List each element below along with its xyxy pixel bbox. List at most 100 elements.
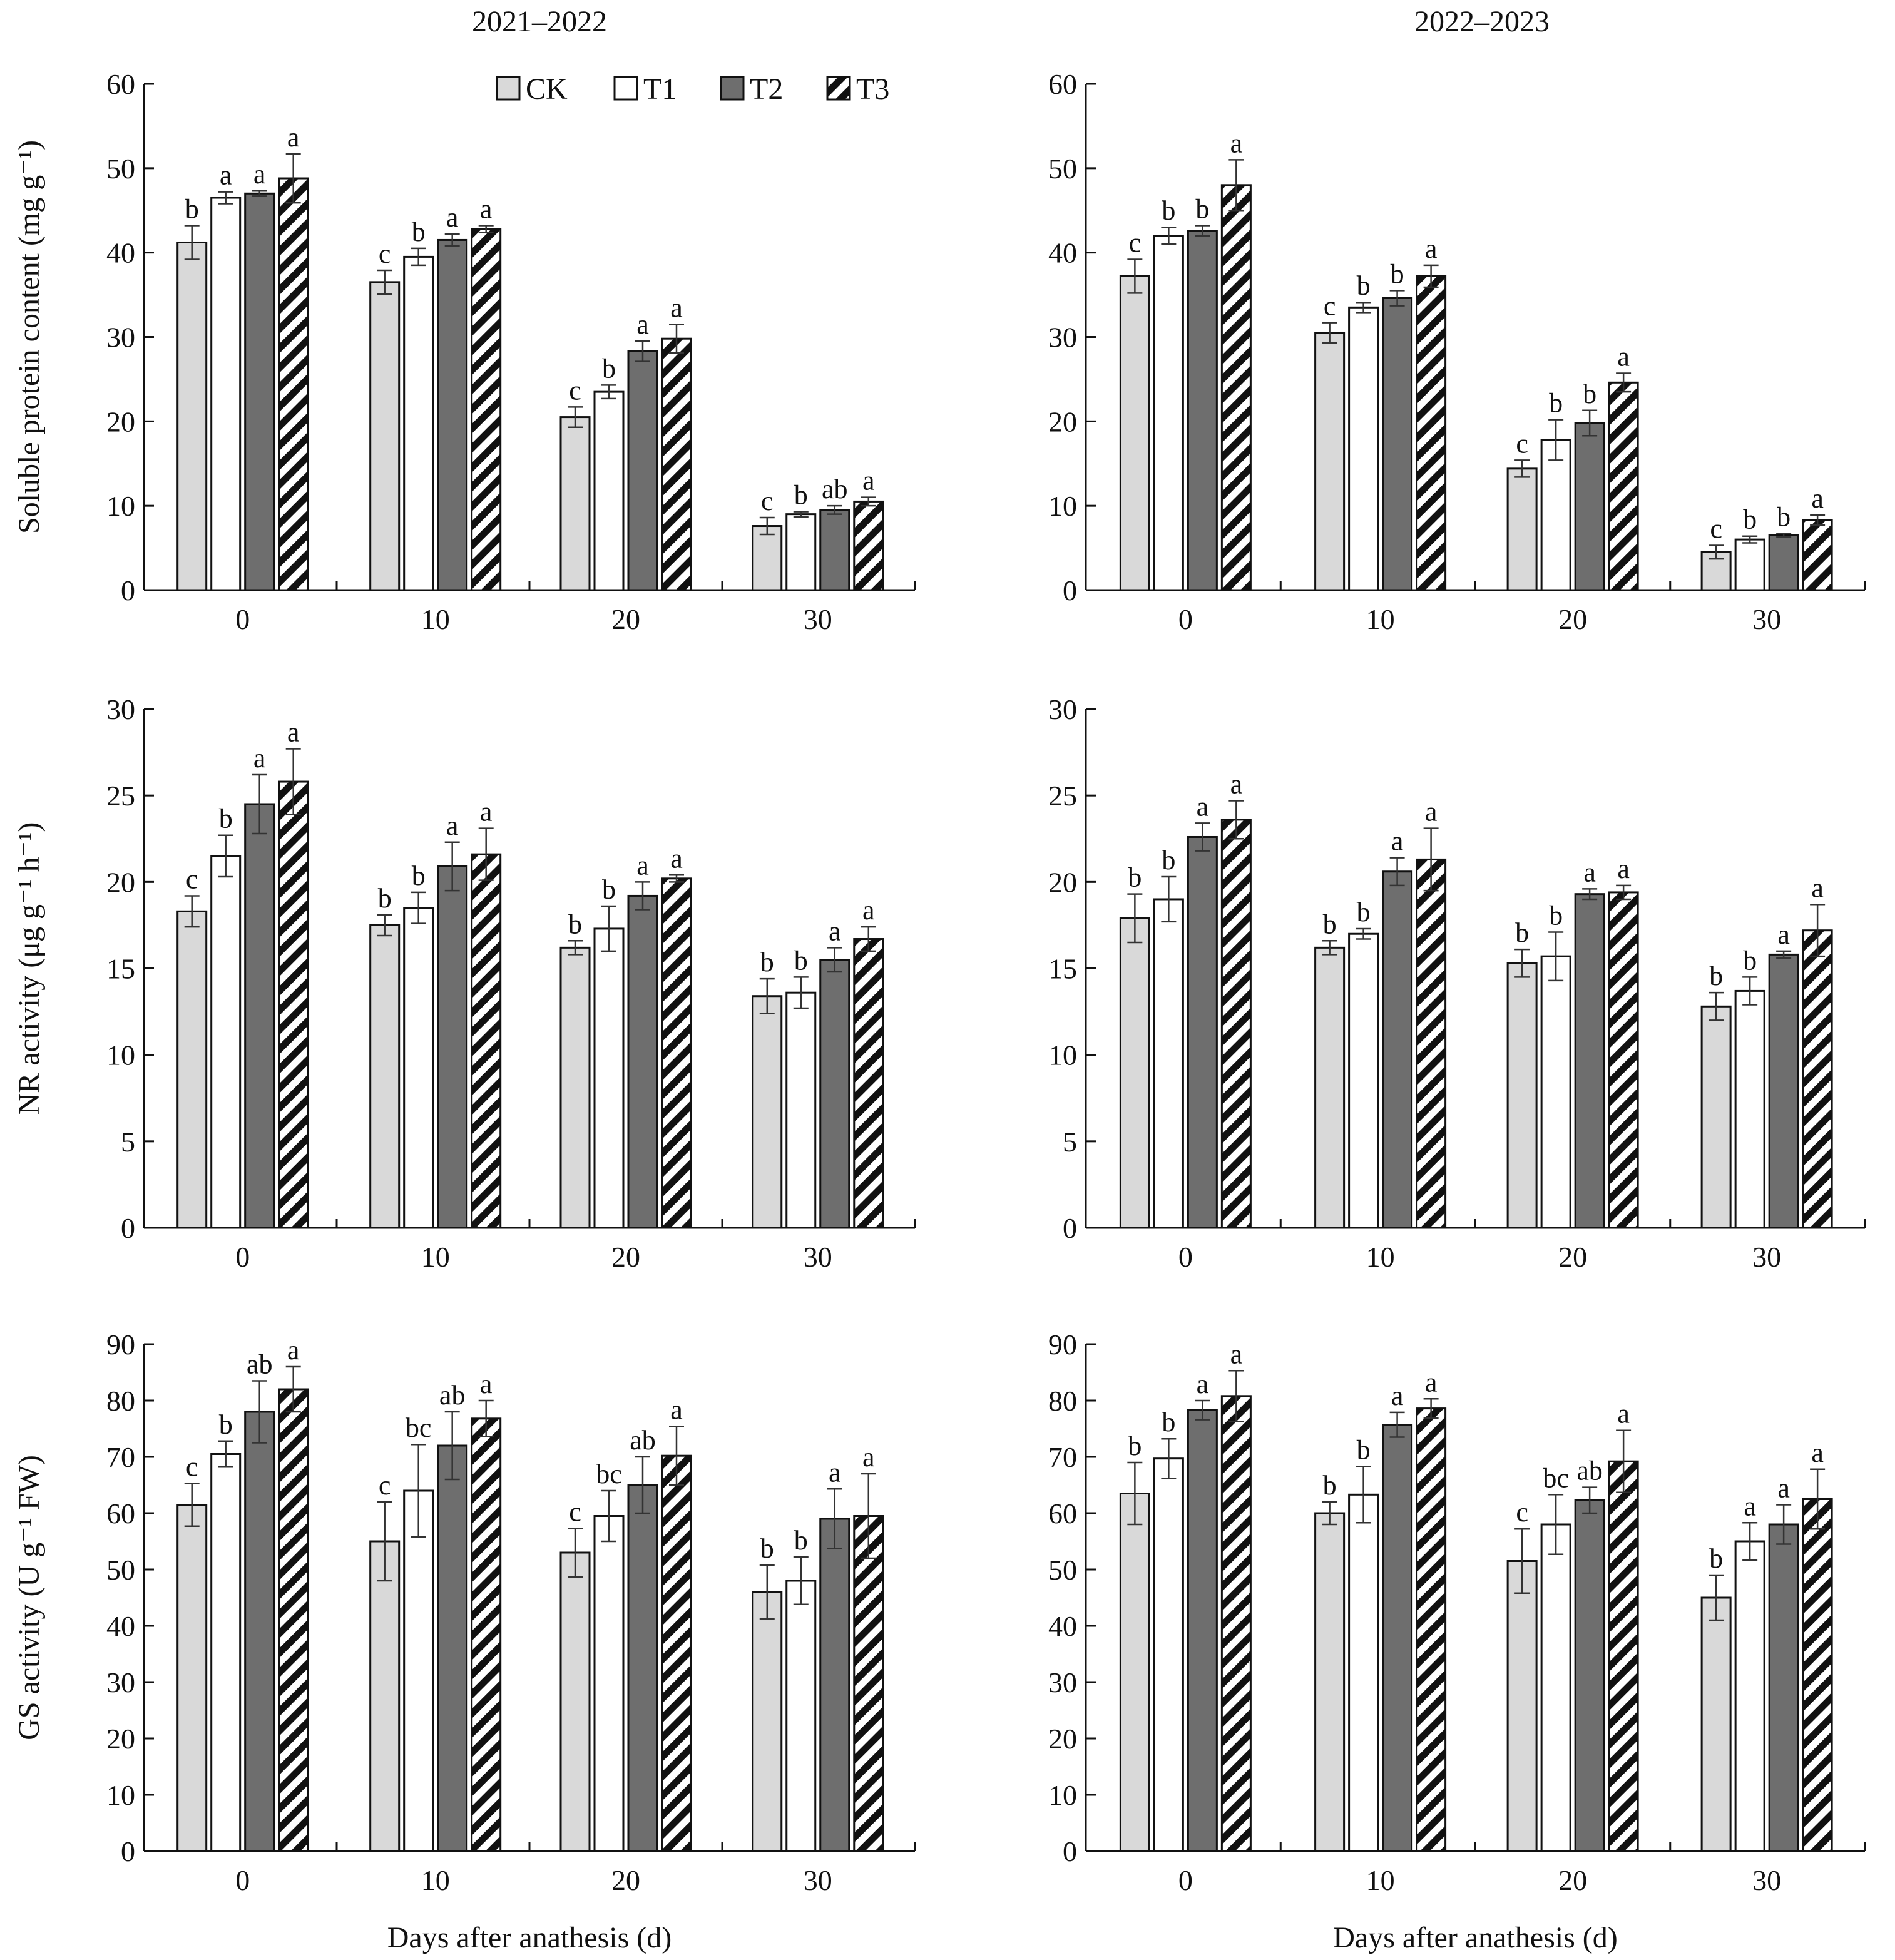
chart1-ck-day-30-significance-letter: c — [1710, 514, 1722, 544]
chart4-y-tick-label-10: 10 — [106, 1779, 135, 1811]
chart1-t3-day-30-significance-letter: a — [1811, 483, 1824, 514]
chart3-t2-day-30-significance-letter: a — [1777, 919, 1790, 950]
chart5-t2-day-30-bar — [1768, 1523, 1799, 1852]
chart1-t2-day-0-bar — [1187, 230, 1218, 591]
chart2-t1-day-10-significance-letter: b — [412, 860, 426, 891]
chart0-ck-day-10-bar — [369, 281, 401, 591]
chart2-x-tick-label-20: 20 — [611, 1241, 640, 1273]
chart3-t3-day-0-significance-letter: a — [1230, 768, 1243, 799]
chart2-y-axis-title: NR activity (μg g⁻¹ h⁻¹) — [13, 822, 46, 1115]
chart1-t2-day-20-significance-letter: b — [1583, 379, 1596, 409]
chart4-t1-day-0-significance-letter: b — [219, 1409, 233, 1440]
chart3-y-tick-label-5: 5 — [1063, 1126, 1077, 1158]
chart3-t2-day-20-bar — [1574, 893, 1605, 1229]
chart2-ck-day-20-bar — [559, 946, 591, 1229]
chart3-t1-day-0-significance-letter: b — [1162, 845, 1175, 875]
chart1-y-tick-label-60: 60 — [1048, 68, 1077, 100]
chart2-ck-day-30-bar — [752, 995, 783, 1229]
chart1-ck-day-10-bar — [1314, 332, 1346, 591]
chart0-t2-day-20-significance-letter: a — [636, 309, 649, 340]
chart5-ck-day-10-significance-letter: b — [1323, 1470, 1337, 1501]
chart2-t2-day-30-significance-letter: a — [829, 916, 841, 946]
chart5-x-tick-label-20: 20 — [1558, 1864, 1587, 1896]
chart0-ck-day-20-significance-letter: c — [569, 375, 581, 406]
chart4-ck-day-0-significance-letter: c — [186, 1451, 198, 1482]
chart1-t1-day-10-significance-letter: b — [1357, 270, 1371, 301]
chart4-t1-day-30-bar — [785, 1580, 817, 1852]
legend-label-t1: T1 — [643, 73, 677, 106]
chart5-t1-day-20-significance-letter: bc — [1543, 1462, 1569, 1493]
chart0-t1-day-30-significance-letter: b — [794, 480, 808, 511]
chart2-t1-day-30-bar — [785, 991, 817, 1229]
legend-swatch-t1 — [613, 76, 638, 101]
chart2-t2-day-0-bar — [244, 803, 275, 1229]
chart2-t3-day-0-significance-letter: a — [287, 717, 300, 748]
chart4-t1-day-10-bar — [403, 1489, 434, 1852]
chart3-x-tick-label-30: 30 — [1752, 1241, 1781, 1273]
chart4-t2-day-0-significance-letter: ab — [247, 1349, 273, 1380]
chart4-t1-day-30-significance-letter: b — [794, 1525, 808, 1556]
chart2-t3-day-10-bar — [471, 853, 502, 1229]
chart4-t2-day-30-bar — [819, 1518, 850, 1852]
chart4-t3-day-0-significance-letter: a — [287, 1335, 300, 1365]
chart2-ck-day-0-significance-letter: c — [186, 864, 198, 894]
chart5-x-tick-label-10: 10 — [1366, 1864, 1395, 1896]
chart3-x-tick-label-0: 0 — [1178, 1241, 1193, 1273]
chart3-t2-day-20-significance-letter: a — [1583, 857, 1596, 887]
chart0-t3-day-20-significance-letter: a — [670, 292, 683, 323]
chart2-t2-day-20-significance-letter: a — [636, 850, 649, 880]
chart1-t1-day-20-significance-letter: b — [1549, 388, 1563, 419]
chart2-ck-day-30-significance-letter: b — [760, 947, 774, 977]
chart0-t2-day-20-bar — [627, 350, 658, 591]
chart0-y-tick-label-60: 60 — [106, 68, 135, 100]
chart3-t2-day-0-bar — [1187, 835, 1218, 1229]
chart4-t3-day-30-bar — [853, 1515, 884, 1852]
chart5-t1-day-20-bar — [1540, 1523, 1571, 1852]
chart2-x-tick-label-10: 10 — [421, 1241, 450, 1273]
chart2-t3-day-20-significance-letter: a — [670, 843, 683, 874]
chart4-ck-day-0-bar — [176, 1504, 208, 1852]
chart5-y-tick-label-70: 70 — [1048, 1441, 1077, 1473]
chart0-y-tick-label-40: 40 — [106, 237, 135, 269]
chart1-t2-day-30-bar — [1768, 534, 1799, 591]
chart1-y-tick-label-20: 20 — [1048, 406, 1077, 437]
chart1-x-tick-label-30: 30 — [1752, 603, 1781, 635]
chart2-ck-day-0-bar — [176, 910, 208, 1229]
chart5-t1-day-0-significance-letter: b — [1162, 1407, 1175, 1437]
chart1-t3-day-20-significance-letter: a — [1617, 341, 1630, 372]
chart3-t2-day-30-bar — [1768, 953, 1799, 1229]
chart0-x-tick-label-10: 10 — [421, 603, 450, 635]
chart2-t2-day-30-bar — [819, 959, 850, 1229]
chart5-y-tick-label-0: 0 — [1063, 1835, 1077, 1867]
chart0-t1-day-0-bar — [210, 197, 242, 591]
chart0-t3-day-0-significance-letter: a — [287, 122, 300, 153]
chart2-t3-day-30-significance-letter: a — [862, 895, 875, 926]
chart3-t1-day-10-significance-letter: b — [1357, 897, 1371, 927]
chart1-t1-day-30-significance-letter: b — [1743, 504, 1757, 535]
chart5-ck-day-20-bar — [1506, 1560, 1538, 1852]
chart3-t3-day-10-bar — [1416, 858, 1447, 1229]
chart2-t2-day-0-significance-letter: a — [253, 743, 266, 773]
chart3-t3-day-30-significance-letter: a — [1811, 872, 1824, 903]
chart5-ck-day-0-bar — [1119, 1493, 1150, 1852]
chart5-t2-day-30-significance-letter: a — [1777, 1473, 1790, 1504]
chart5-y-tick-label-60: 60 — [1048, 1498, 1077, 1529]
legend-swatch-t2 — [720, 76, 745, 101]
chart5-y-tick-label-30: 30 — [1048, 1667, 1077, 1698]
chart5-ck-day-30-bar — [1700, 1596, 1732, 1852]
chart1-t2-day-10-bar — [1382, 297, 1413, 591]
chart0-t1-day-30-bar — [785, 513, 817, 591]
chart2-t3-day-30-bar — [853, 938, 884, 1229]
chart4-t3-day-30-significance-letter: a — [862, 1442, 875, 1473]
chart0-t1-day-10-significance-letter: b — [412, 217, 426, 247]
chart0-t2-day-0-significance-letter: a — [253, 159, 266, 190]
chart1-t3-day-20-bar — [1608, 381, 1639, 591]
chart2-x-tick-label-0: 0 — [235, 1241, 250, 1273]
column-title-2022-2023: 2022–2023 — [1414, 5, 1550, 38]
chart4-t2-day-10-bar — [437, 1444, 468, 1852]
chart5-t2-day-20-bar — [1574, 1499, 1605, 1852]
chart0-t1-day-0-significance-letter: a — [220, 160, 232, 191]
chart0-ck-day-0-significance-letter: b — [185, 194, 199, 225]
chart3-t1-day-20-bar — [1540, 955, 1571, 1229]
chart5-t2-day-10-significance-letter: a — [1391, 1381, 1404, 1411]
